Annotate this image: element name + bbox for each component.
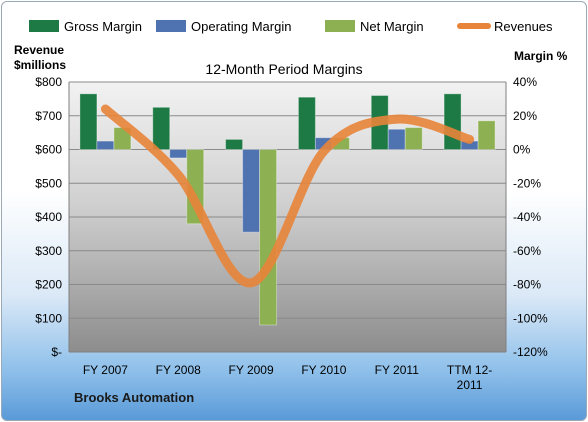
y-left-tick-label: $600: [35, 143, 62, 157]
bar-net-margin: [404, 127, 423, 150]
bar-gross-margin: [152, 106, 171, 150]
bar-gross-margin: [297, 96, 316, 150]
x-tick-label: 2011: [457, 378, 483, 392]
x-tick-label: FY 2009: [229, 363, 274, 377]
x-tick-label: FY 2008: [156, 363, 201, 377]
legend-label: Revenues: [494, 19, 553, 34]
y-right-tick-label: 20%: [513, 109, 537, 123]
legend-label: Gross Margin: [64, 19, 142, 34]
y-right-tick-label: -80%: [513, 278, 541, 292]
y-right-tick-label: 0%: [513, 143, 531, 157]
y-right-tick-label: 40%: [513, 75, 537, 89]
chart-title: 12-Month Period Margins: [205, 61, 362, 77]
bar-gross-margin: [79, 93, 98, 150]
company-name: Brooks Automation: [74, 390, 194, 405]
y-right-tick-label: -60%: [513, 244, 541, 258]
y-left-tick-label: $200: [35, 278, 62, 292]
bar-operating-margin: [96, 140, 115, 150]
y-left-label-line1: Revenue: [14, 43, 64, 57]
x-tick-label: FY 2011: [375, 363, 420, 377]
x-tick-label: FY 2007: [83, 363, 128, 377]
y-right-tick-label: -20%: [513, 176, 541, 190]
legend-swatch-net-margin: [325, 20, 355, 32]
legend-swatch-gross-margin: [29, 20, 59, 32]
bar-net-margin: [259, 149, 278, 326]
y-left-label-line2: $millions: [14, 58, 66, 72]
y-left-tick-label: $100: [35, 311, 62, 325]
y-left-tick-label: $-: [51, 345, 62, 359]
y-right-tick-label: -40%: [513, 210, 541, 224]
line-revenues: [100, 104, 475, 288]
bar-net-margin: [477, 120, 496, 150]
bar-gross-margin: [225, 138, 244, 150]
y-right-tick-label: -100%: [513, 311, 548, 325]
y-left-tick-label: $300: [35, 244, 62, 258]
bar-gross-margin: [443, 93, 462, 150]
legend-label: Net Margin: [360, 19, 424, 34]
legend-label: Operating Margin: [191, 19, 291, 34]
bar-operating-margin: [242, 149, 261, 233]
y-left-tick-label: $500: [35, 176, 62, 190]
bar-operating-margin: [387, 128, 406, 150]
x-tick-label: FY 2010: [301, 363, 346, 377]
legend-swatch-operating-margin: [156, 20, 186, 32]
y-left-tick-label: $700: [35, 109, 62, 123]
y-left-tick-label: $800: [35, 75, 62, 89]
y-right-tick-label: -120%: [513, 345, 548, 359]
y-left-tick-label: $400: [35, 210, 62, 224]
y-right-label: Margin %: [514, 49, 568, 63]
x-tick-label: TTM 12-: [447, 363, 492, 377]
bar-operating-margin: [169, 149, 188, 159]
